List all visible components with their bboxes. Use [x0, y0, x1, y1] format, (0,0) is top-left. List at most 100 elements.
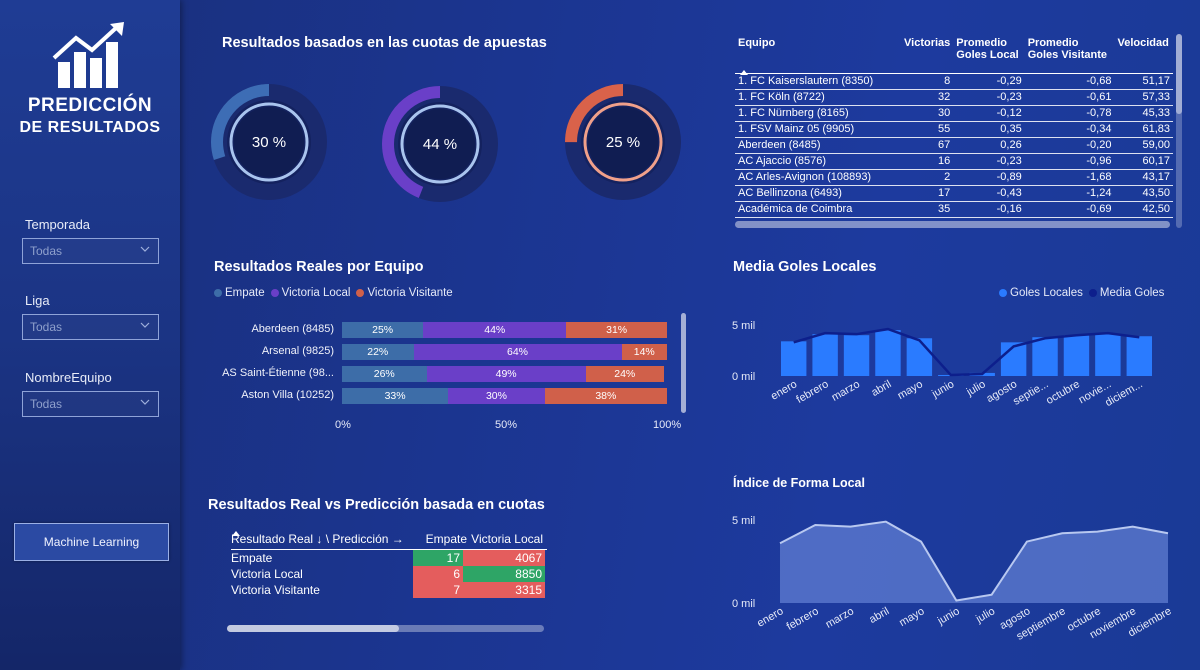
table-hscroll[interactable]: [735, 221, 1170, 228]
goals-bar[interactable]: [1095, 334, 1121, 376]
goals-bar[interactable]: [1126, 336, 1152, 376]
real-by-team-title: Resultados Reales por Equipo: [214, 259, 424, 275]
cell-equipo: AC Ajaccio (8576): [735, 153, 899, 170]
donut-highlight-ring: [400, 104, 480, 184]
table-row[interactable]: 1. FC Kaiserslautern (8350) 8 -0,29 -0,68 51…: [735, 73, 1173, 90]
sort-asc-icon: [740, 70, 748, 75]
y-tick-label: 5 mil: [732, 320, 755, 332]
goals-bar[interactable]: [875, 330, 901, 376]
x-tick-0: 0%: [335, 419, 351, 431]
bar-category-label: AS Saint-Étienne (98...: [222, 367, 334, 379]
donut-victoria-local-label: 44 %: [422, 135, 458, 153]
filter-label-temporada: Temporada: [25, 217, 91, 232]
matrix-cell-local[interactable]: 4067: [463, 550, 545, 566]
y-tick-label: 5 mil: [732, 515, 755, 527]
x-tick-label: abril: [869, 378, 893, 399]
legend-empate[interactable]: Empate: [214, 287, 265, 299]
matrix-col-local[interactable]: Victoria Local: [471, 531, 543, 546]
col-goles-local[interactable]: Promedio Goles Local: [956, 37, 1019, 61]
col-goles-visitante[interactable]: Promedio Goles Visitante: [1027, 37, 1107, 61]
goals-bar[interactable]: [781, 341, 807, 376]
bar-segment[interactable]: 33%: [342, 388, 449, 404]
bar-chart-scroll[interactable]: [681, 313, 686, 413]
table-row[interactable]: 1. FSV Mainz 05 (9905) 55 0,35 -0,34 61,83: [735, 121, 1173, 138]
col-equipo[interactable]: Equipo: [738, 37, 776, 49]
legend-media-goles[interactable]: Media Goles: [1088, 287, 1164, 299]
matrix-row: Empate 17 4067: [231, 550, 547, 566]
sort-asc-icon: [232, 531, 240, 536]
donut-highlight-ring: [583, 102, 663, 182]
matrix-cell-empate[interactable]: 17: [413, 550, 463, 566]
cell-visit: -1,68: [1024, 169, 1115, 186]
bar-segment[interactable]: 14%: [621, 344, 667, 360]
goals-bar[interactable]: [812, 334, 838, 376]
cell-equipo: 1. FC Nürnberg (8165): [735, 105, 899, 122]
odds-title: Resultados basados en las cuotas de apue…: [222, 35, 547, 51]
matrix-cell-local[interactable]: 8850: [463, 566, 545, 582]
media-goles-line: [793, 327, 1140, 377]
bar-segment[interactable]: 26%: [342, 366, 427, 382]
cell-equipo: AC Bellinzona (6493): [735, 185, 899, 202]
table-row[interactable]: AC Ajaccio (8576) 16 -0,23 -0,96 60,17: [735, 153, 1173, 170]
goals-bar[interactable]: [1032, 337, 1058, 376]
donut-empate-label: 30 %: [251, 133, 287, 151]
filter-label-liga: Liga: [25, 293, 50, 308]
liga-dropdown[interactable]: Todas: [22, 314, 159, 340]
nombreequipo-dropdown[interactable]: Todas: [22, 391, 159, 417]
bar-segment[interactable]: 38%: [544, 388, 667, 404]
cell-local: -0,89: [953, 169, 1025, 186]
cell-visit: -0,68: [1024, 73, 1115, 90]
matrix-cell-local[interactable]: 3315: [463, 582, 545, 598]
table-row[interactable]: Académica de Coimbra 35 -0,16 -0,69 42,50: [735, 201, 1173, 218]
col-victorias[interactable]: Victorias: [904, 37, 951, 49]
machine-learning-button[interactable]: Machine Learning: [14, 523, 169, 561]
goals-bar[interactable]: [906, 338, 933, 376]
x-tick-label: junio: [935, 605, 962, 628]
legend-victoria-local[interactable]: Victoria Local: [270, 287, 350, 299]
matrix-row: Victoria Local 6 8850: [231, 566, 547, 582]
matrix-cell-empate[interactable]: 6: [413, 566, 463, 582]
sidebar: PREDICCIÓN DE RESULTADOS Temporada Todas…: [0, 0, 180, 670]
cell-visit: -0,96: [1024, 153, 1115, 170]
table-row[interactable]: 1. FC Nürnberg (8165) 30 -0,12 -0,78 45,33: [735, 105, 1173, 122]
temporada-dropdown[interactable]: Todas: [22, 238, 159, 264]
cell-equipo: Aberdeen (8485): [735, 137, 899, 154]
donut-victoria-visitante-label: 25 %: [605, 133, 641, 151]
matrix-col-empate[interactable]: Empate: [425, 531, 467, 546]
legend-victoria-visitante[interactable]: Victoria Visitante: [356, 287, 453, 299]
donut-center: [234, 107, 304, 177]
donut-center: [405, 109, 475, 179]
x-tick-label: abril: [867, 605, 891, 626]
bar-segment[interactable]: 24%: [585, 366, 664, 382]
col-velocidad[interactable]: Velocidad: [1117, 37, 1169, 49]
cell-vel: 57,33: [1114, 89, 1173, 106]
x-tick-label: mayo: [896, 378, 925, 402]
matrix-cell-empate[interactable]: 7: [413, 582, 463, 598]
cell-vel: 60,17: [1114, 153, 1173, 170]
bar-segment[interactable]: 64%: [413, 344, 622, 360]
cell-equipo: AC Arles-Avignon (108893): [735, 169, 899, 186]
app-title-line2: DE RESULTADOS: [19, 119, 161, 136]
x-tick-label: julio: [973, 605, 997, 626]
table-row[interactable]: AC Arles-Avignon (108893) 2 -0,89 -1,68 43,1…: [735, 169, 1173, 186]
bar-segment[interactable]: 30%: [448, 388, 545, 404]
cell-vel: 59,00: [1114, 137, 1173, 154]
table-vscroll-track[interactable]: [1176, 34, 1182, 228]
bar-segment[interactable]: 49%: [426, 366, 586, 382]
bar-row: 33% 30% 38%: [342, 388, 667, 404]
table-row[interactable]: 1. FC Köln (8722) 32 -0,23 -0,61 57,33: [735, 89, 1173, 106]
cell-victorias: 67: [898, 137, 954, 154]
goals-bar[interactable]: [1063, 335, 1090, 376]
bar-segment[interactable]: 31%: [566, 322, 667, 338]
table-row[interactable]: AC Bellinzona (6493) 17 -0,43 -1,24 43,50: [735, 185, 1173, 202]
legend-goles-locales[interactable]: Goles Locales: [999, 287, 1083, 299]
matrix-hscroll-thumb[interactable]: [227, 625, 399, 632]
bar-segment[interactable]: 22%: [342, 344, 414, 360]
matrix-row-label: Victoria Visitante: [231, 583, 320, 597]
table-vscroll-thumb[interactable]: [1176, 34, 1182, 114]
bar-segment[interactable]: 25%: [342, 322, 424, 338]
goals-bar[interactable]: [843, 335, 870, 376]
bar-segment[interactable]: 44%: [423, 322, 567, 338]
table-row[interactable]: Aberdeen (8485) 67 0,26 -0,20 59,00: [735, 137, 1173, 154]
